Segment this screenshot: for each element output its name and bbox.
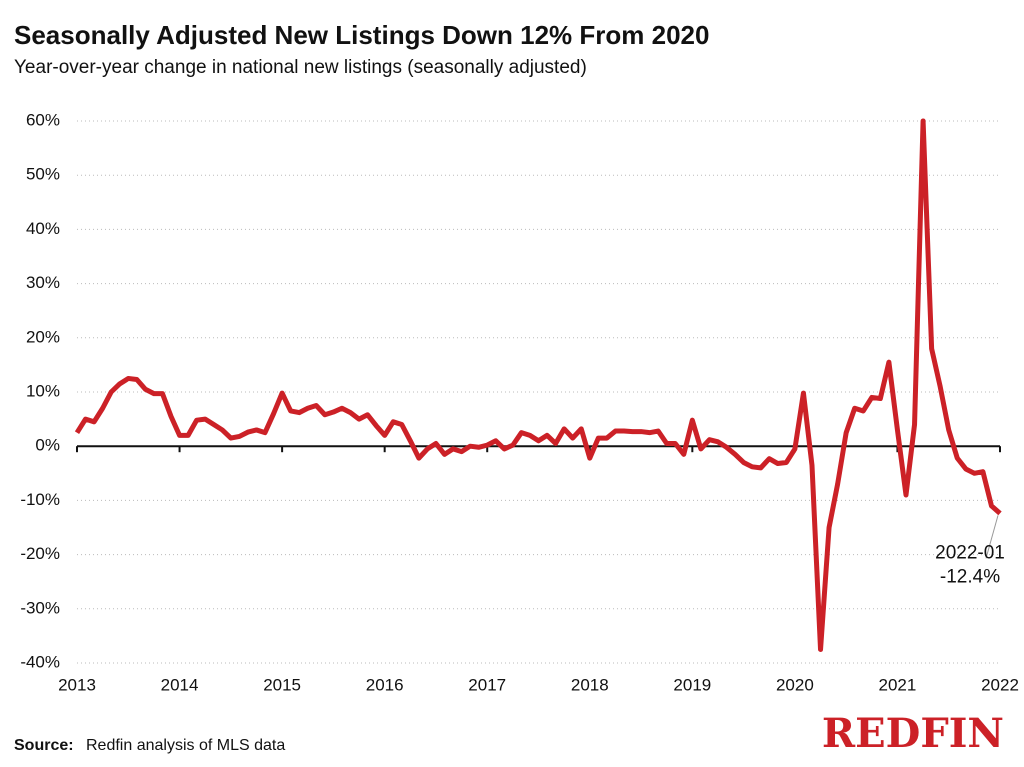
y-tick-label: -20% <box>20 544 60 563</box>
y-tick-label: 0% <box>35 436 60 455</box>
source-text: Redfin analysis of MLS data <box>86 737 285 754</box>
annotation-leader <box>985 515 999 559</box>
x-tick-label: 2014 <box>161 675 199 694</box>
series-line <box>74 118 1002 652</box>
y-tick-label: 50% <box>26 165 60 184</box>
y-tick-label: -10% <box>20 490 60 509</box>
chart-title: Seasonally Adjusted New Listings Down 12… <box>14 20 709 50</box>
chart-subtitle: Year-over-year change in national new li… <box>14 57 587 78</box>
x-tick-label: 2013 <box>58 675 96 694</box>
x-tick-label: 2016 <box>366 675 404 694</box>
annotation-value: -12.4% <box>940 566 1000 587</box>
y-tick-label: 60% <box>26 110 60 129</box>
y-tick-label: 40% <box>26 219 60 238</box>
y-tick-label: 30% <box>26 273 60 292</box>
x-tick-label: 2017 <box>468 675 506 694</box>
x-tick-label: 2015 <box>263 675 301 694</box>
brand-logo: REDFIN <box>822 710 1004 757</box>
annotation-date: 2022-01 <box>935 542 1005 563</box>
y-tick-label: 20% <box>26 327 60 346</box>
x-tick-label: 2019 <box>673 675 711 694</box>
y-tick-label: 10% <box>26 381 60 400</box>
x-tick-label: 2018 <box>571 675 609 694</box>
y-tick-label: -40% <box>20 652 60 671</box>
y-tick-label: -30% <box>20 598 60 617</box>
x-tick-label: 2022 <box>981 675 1019 694</box>
x-tick-label: 2020 <box>776 675 814 694</box>
source-label: Source: <box>14 737 74 754</box>
x-tick-label: 2021 <box>879 675 917 694</box>
